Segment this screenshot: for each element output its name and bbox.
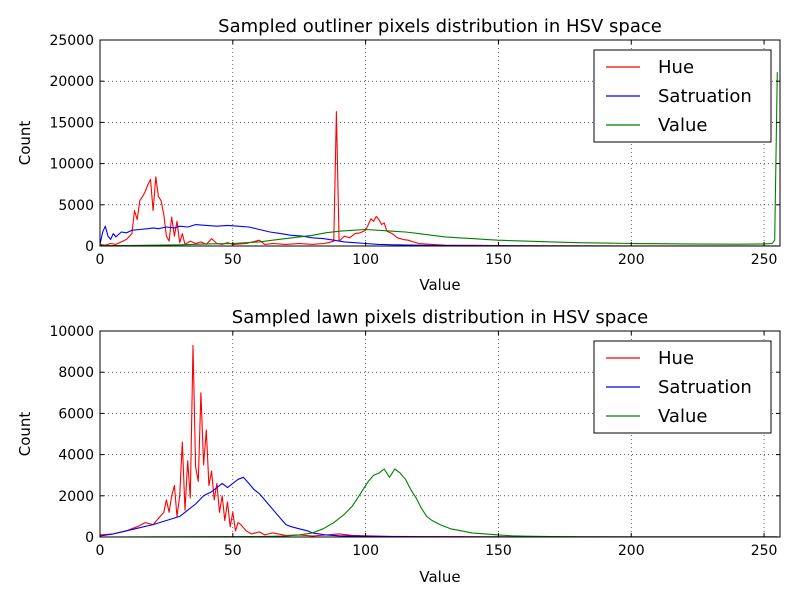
legend-label-value: Value [658, 406, 707, 427]
x-tick-label: 250 [751, 543, 778, 559]
series-line-value [99, 468, 778, 538]
x-tick-label: 150 [485, 543, 512, 559]
y-tick-label: 2000 [58, 489, 94, 505]
plot-frame [99, 39, 781, 247]
y-axis-label: Count [16, 121, 34, 166]
lawn-chart-panel: Sampled lawn pixels distribution in HSV … [16, 307, 781, 586]
x-tick-label: 0 [96, 543, 105, 559]
legend-label-saturation: Satruation [658, 86, 752, 107]
series-line-saturation [99, 476, 778, 538]
y-tick-label: 6000 [58, 406, 94, 422]
y-tick-label: 10000 [49, 324, 94, 340]
legend: Hue Satruation Value [593, 340, 772, 434]
legend: Hue Satruation Value [593, 49, 772, 143]
chart-title: Sampled lawn pixels distribution in HSV … [232, 307, 648, 328]
legend-label-saturation: Satruation [658, 377, 752, 398]
ticks: 0 50 100 150 200 250 0 2000 4000 6000 8000 10000 [49, 324, 780, 559]
y-tick-label: 20000 [49, 74, 94, 90]
y-tick-label: 5000 [58, 198, 94, 214]
y-axis-label: Count [16, 412, 34, 457]
legend-label-hue: Hue [658, 348, 694, 369]
grid [100, 40, 780, 246]
legend-label-value: Value [658, 115, 707, 136]
y-tick-label: 0 [85, 239, 94, 255]
x-tick-label: 200 [618, 252, 645, 268]
chart-title: Sampled outliner pixels distribution in … [218, 16, 662, 37]
y-tick-label: 8000 [58, 365, 94, 381]
plot-frame [99, 330, 781, 538]
series-lines [99, 72, 778, 247]
ticks: 0 50 100 150 200 250 0 5000 10000 15000 20000 25000 [49, 33, 780, 268]
y-tick-label: 10000 [49, 157, 94, 173]
x-tick-label: 50 [224, 543, 242, 559]
y-tick-label: 0 [85, 530, 94, 546]
x-tick-label: 150 [485, 252, 512, 268]
y-tick-label: 15000 [49, 115, 94, 131]
series-lines [99, 344, 778, 538]
y-tick-label: 25000 [49, 33, 94, 49]
y-tick-label: 4000 [58, 448, 94, 464]
legend-label-hue: Hue [658, 57, 694, 78]
x-tick-label: 50 [224, 252, 242, 268]
x-tick-label: 250 [751, 252, 778, 268]
series-line-saturation [99, 224, 778, 247]
outliner-chart-panel: Sampled outliner pixels distribution in … [16, 16, 781, 294]
x-tick-label: 100 [352, 252, 379, 268]
grid [100, 331, 780, 537]
x-axis-label: Value [419, 276, 460, 294]
series-line-value [99, 72, 778, 247]
series-line-hue [99, 111, 778, 247]
x-tick-label: 100 [352, 543, 379, 559]
series-line-hue [99, 344, 778, 538]
x-tick-label: 0 [96, 252, 105, 268]
x-axis-label: Value [419, 568, 460, 586]
x-tick-label: 200 [618, 543, 645, 559]
